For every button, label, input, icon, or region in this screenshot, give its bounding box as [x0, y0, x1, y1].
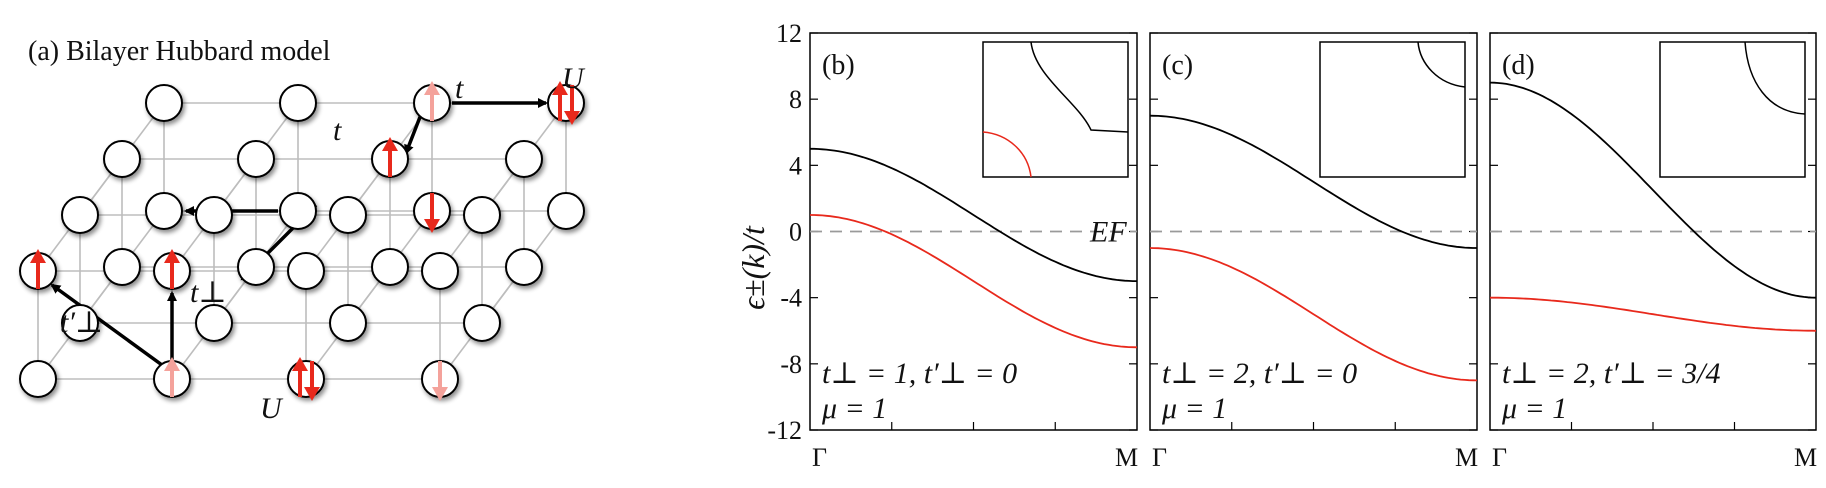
- inset-contour-upper: [1744, 41, 1806, 115]
- band-upper: [1489, 81, 1817, 299]
- params-line-2: μ = 1: [821, 392, 887, 425]
- band-upper: [1149, 114, 1477, 249]
- lattice-panel: (a) Bilayer Hubbard model t t U U t⊥ t′⊥: [19, 36, 586, 425]
- lattice-site: [287, 252, 325, 290]
- lattice-site: [505, 140, 543, 178]
- spin-up-head: [164, 249, 180, 263]
- x-tick-label-gamma: Γ: [812, 443, 827, 472]
- lattice-site: [463, 196, 501, 234]
- y-axis-label: ϵ±(k)/t: [735, 225, 771, 310]
- y-tick-label: -4: [780, 284, 802, 313]
- inset-contour-upper: [1030, 41, 1129, 133]
- y-tick-label: 0: [789, 218, 802, 247]
- spin-down-head: [424, 219, 440, 233]
- x-tick-label-m: M: [1455, 443, 1478, 472]
- lattice-site: [61, 196, 99, 234]
- fermi-surface-inset: [1319, 41, 1466, 178]
- fermi-surface-inset: [982, 41, 1129, 178]
- fermi-surface-inset: [1659, 41, 1806, 178]
- lattice-site: [145, 84, 183, 122]
- lattice-site: [145, 192, 183, 230]
- y-tick-label: 8: [789, 85, 802, 114]
- lattice-site: [237, 140, 275, 178]
- band-lower: [810, 214, 1138, 349]
- hop-arrow-t-perp-prime: [50, 283, 164, 367]
- band-lower: [1490, 296, 1817, 332]
- y-tick-label: 4: [789, 151, 802, 180]
- label-U-bottom: U: [260, 392, 284, 425]
- spin-up-head: [164, 357, 180, 371]
- lattice-title: (a) Bilayer Hubbard model: [28, 36, 331, 67]
- inset-contour-upper: [1417, 41, 1466, 88]
- label-t-perp: t⊥: [190, 276, 227, 309]
- params-line-2: μ = 1: [1501, 392, 1567, 425]
- lattice-site: [421, 252, 459, 290]
- band-panel: (d) t⊥ = 2, t′⊥ = 3/4μ = 1 Γ M: [1489, 32, 1817, 472]
- lattice-site: [279, 192, 317, 230]
- band-lower: [1149, 247, 1478, 382]
- lattice-sites: [19, 84, 585, 398]
- lattice-site: [61, 304, 99, 342]
- x-tick-label-m: M: [1115, 443, 1138, 472]
- lattice-site: [371, 248, 409, 286]
- x-tick-label-m: M: [1794, 443, 1817, 472]
- params-line-2: μ = 1: [1161, 392, 1227, 425]
- hop-arrow-t-mid: [404, 116, 422, 155]
- y-tick-label: 12: [776, 19, 802, 48]
- lattice-site: [237, 248, 275, 286]
- lattice-site: [195, 304, 233, 342]
- lattice-site: [19, 360, 57, 398]
- lattice-site: [505, 248, 543, 286]
- lattice-site: [103, 248, 141, 286]
- band-panel: (c) t⊥ = 2, t′⊥ = 0μ = 1 Γ M: [1149, 32, 1478, 472]
- spin-up-head: [552, 81, 568, 95]
- lattice-site: [329, 196, 367, 234]
- label-U-top: U: [562, 62, 586, 95]
- spin-down-head: [564, 111, 580, 125]
- spin-up-head: [424, 81, 440, 95]
- params-line-1: t⊥ = 2, t′⊥ = 3/4: [1502, 357, 1720, 390]
- spin-up-head: [30, 249, 46, 263]
- params-line-1: t⊥ = 2, t′⊥ = 0: [1162, 357, 1357, 390]
- y-tick-label: -8: [780, 350, 802, 379]
- y-tick-label: -12: [767, 416, 802, 445]
- x-tick-label-gamma: Γ: [1152, 443, 1167, 472]
- lattice-site: [329, 304, 367, 342]
- spin-up-head: [292, 357, 308, 371]
- band-panel: (b) t⊥ = 1, t′⊥ = 0μ = 1 Γ M: [809, 32, 1138, 472]
- lattice-site: [279, 84, 317, 122]
- inset-contour-lower: [982, 131, 1032, 178]
- lattice-site: [103, 140, 141, 178]
- lattice-site: [287, 360, 325, 398]
- band-upper: [810, 147, 1137, 282]
- band-structure-panels: ϵ±(k)/t (b)t⊥ = 1, t′⊥ = 0μ = 1Γ M(c)t⊥ =…: [735, 19, 1817, 472]
- spin-down-head: [304, 387, 320, 401]
- panel-label: (d): [1502, 50, 1535, 81]
- spin-up-head: [382, 137, 398, 151]
- fermi-level-label: EF: [1089, 216, 1127, 249]
- label-t-mid: t: [333, 114, 342, 147]
- x-tick-label-gamma: Γ: [1492, 443, 1507, 472]
- panel-label: (b): [822, 50, 855, 81]
- params-line-1: t⊥ = 1, t′⊥ = 0: [822, 357, 1017, 390]
- spin-down-head: [432, 387, 448, 401]
- label-t-top: t: [455, 72, 464, 105]
- lattice-site: [195, 196, 233, 234]
- panel-label: (c): [1162, 50, 1193, 81]
- lattice-site: [463, 304, 501, 342]
- lattice-site: [547, 192, 585, 230]
- label-t-perp-prime: t′⊥: [60, 306, 103, 339]
- lattice-spins: [30, 81, 580, 401]
